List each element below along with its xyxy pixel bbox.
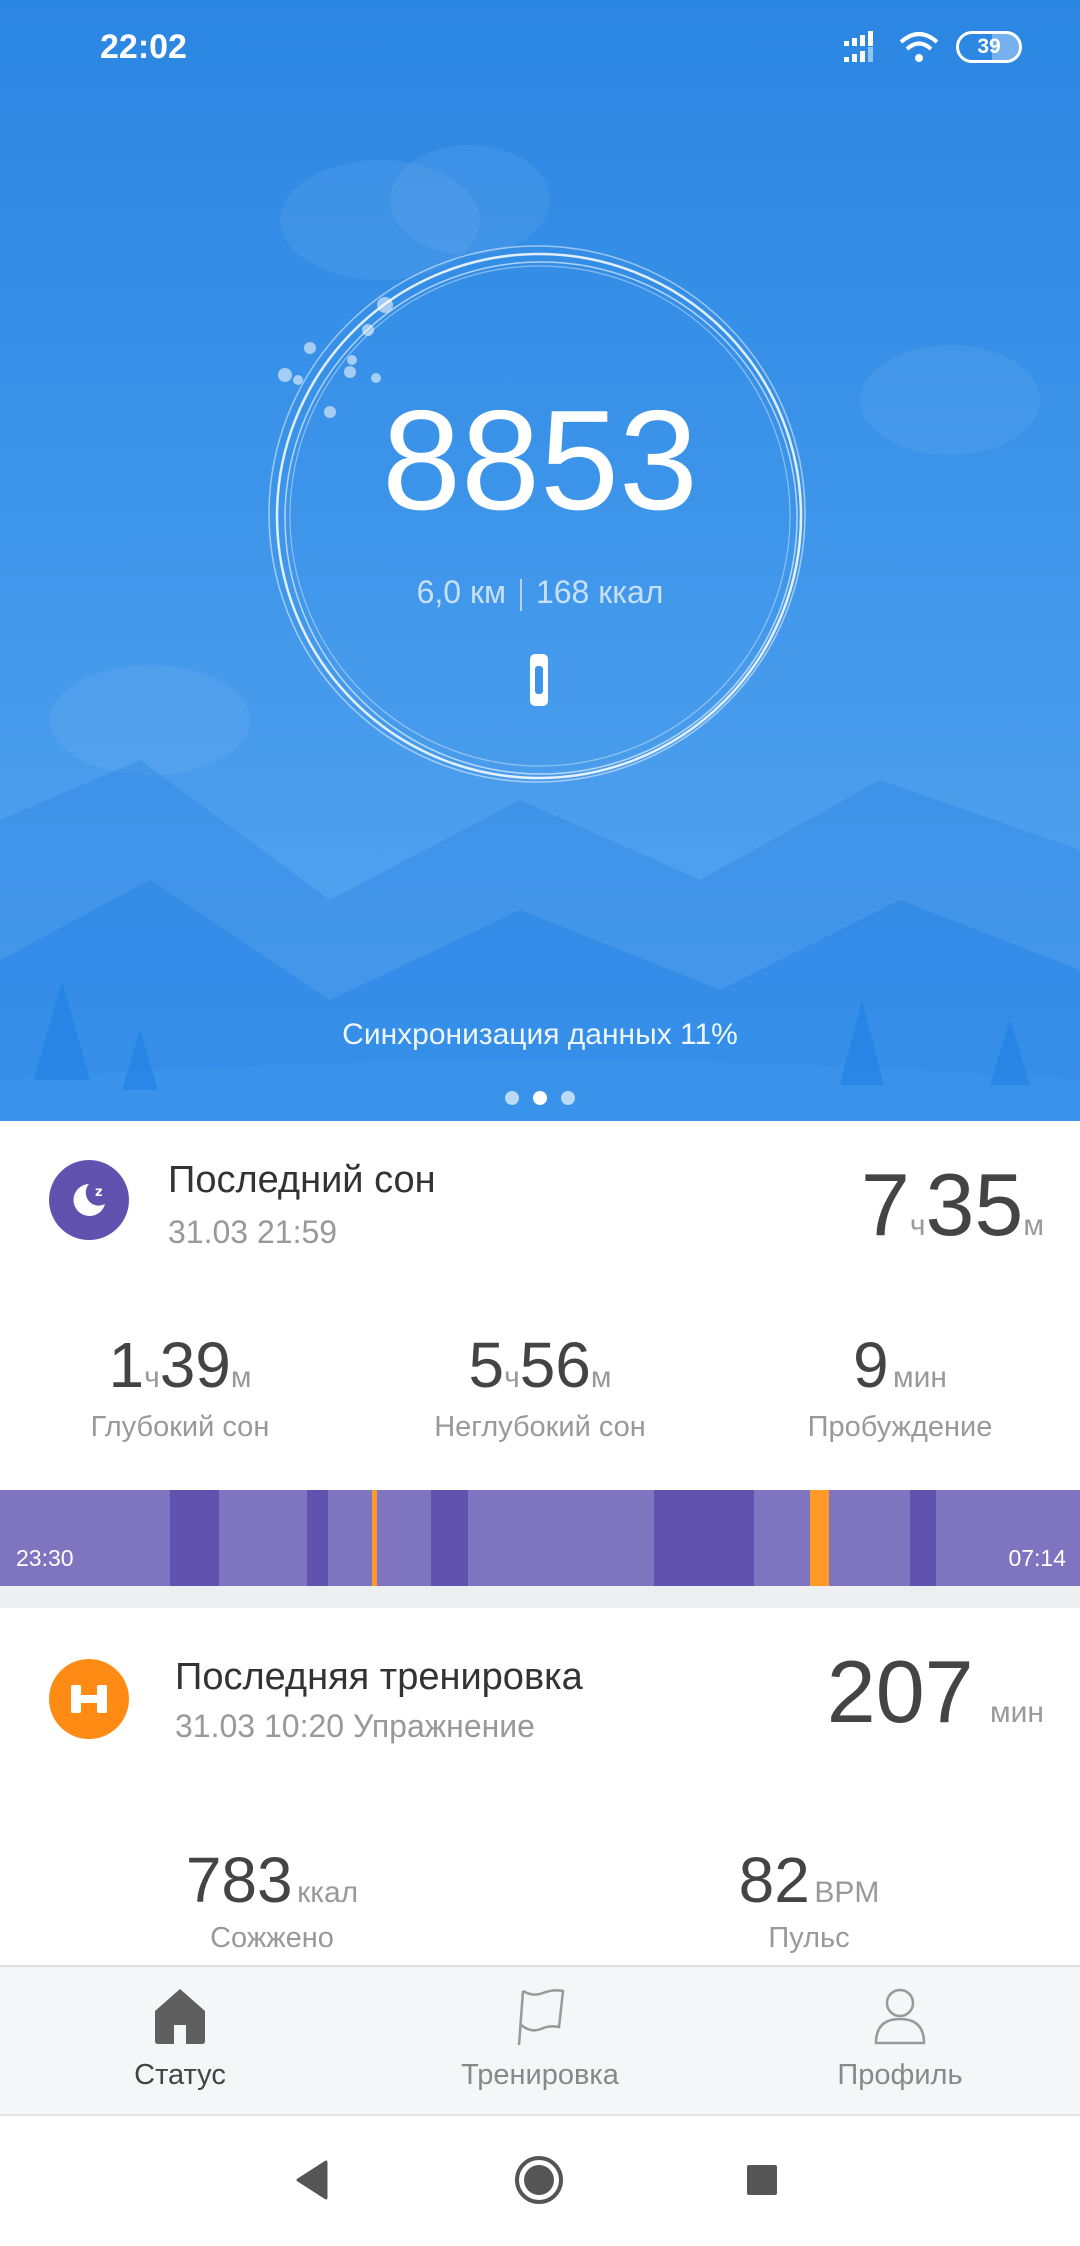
step-count: 8853	[382, 381, 698, 540]
flag-icon	[517, 1989, 565, 2045]
label: Пульс	[768, 1922, 850, 1954]
value: 5	[468, 1329, 505, 1401]
calories: 168 ккал	[535, 574, 664, 610]
value: 56	[519, 1329, 591, 1401]
workout-subtitle: 31.03 10:20 Упражнение	[175, 1708, 535, 1744]
light-sleep-stat: 5ч56м Неглубокий сон	[360, 1333, 720, 1444]
section-divider	[0, 1586, 1080, 1608]
hours-value: 7	[860, 1155, 910, 1254]
status-time: 22:02	[100, 28, 187, 66]
home-button-icon[interactable]	[514, 2155, 564, 2205]
page-dot[interactable]	[561, 1091, 575, 1105]
step-goal-ring	[268, 245, 806, 783]
unit: ч	[144, 1361, 160, 1394]
sleep-moon-icon: z	[49, 1160, 129, 1240]
divider	[519, 578, 522, 611]
hero-landscape	[0, 145, 1080, 1121]
unit: м	[230, 1361, 252, 1394]
hours-unit: ч	[909, 1209, 926, 1242]
sleep-timeline[interactable]: 23:30 07:14	[0, 1490, 1080, 1586]
unit: BPM	[814, 1876, 880, 1909]
label: Сожжено	[210, 1922, 334, 1954]
sleep-segment-awake	[810, 1490, 829, 1586]
timeline-start: 23:30	[16, 1545, 74, 1571]
duration-unit: мин	[990, 1696, 1044, 1729]
value: 39	[159, 1329, 231, 1401]
sleep-segment-deep	[654, 1490, 755, 1586]
page-dot-active[interactable]	[533, 1091, 547, 1105]
distance: 6,0 км	[416, 574, 506, 610]
fitness-band-icon	[530, 654, 548, 706]
sleep-segment-awake	[372, 1490, 378, 1586]
sleep-segment-deep	[430, 1490, 468, 1586]
minutes-unit: м	[1023, 1209, 1044, 1242]
duration-value: 207	[826, 1642, 974, 1741]
page-dot[interactable]	[505, 1091, 519, 1105]
sleep-title: Последний сон	[168, 1159, 436, 1201]
bottom-nav: Статус Тренировка Профиль	[0, 1965, 1080, 2116]
tab-profile[interactable]: Профиль	[720, 1967, 1080, 2114]
system-nav-bar	[0, 2116, 1080, 2246]
minutes-value: 35	[925, 1155, 1024, 1254]
sleep-date: 31.03 21:59	[168, 1214, 338, 1250]
label: Пробуждение	[807, 1411, 993, 1443]
sync-status: Синхронизация данных 11%	[342, 1018, 738, 1051]
value: 783	[185, 1844, 293, 1916]
unit: ч	[504, 1361, 520, 1394]
status-icons: 39	[844, 30, 1022, 64]
sleep-segment-deep	[307, 1490, 329, 1586]
battery-icon: 39	[956, 31, 1022, 63]
sleep-card[interactable]: z Последний сон 31.03 21:59 7ч35м 1ч39м …	[0, 1121, 1080, 1490]
tab-label: Профиль	[837, 2059, 963, 2091]
workout-card[interactable]: Последняя тренировка 31.03 10:20 Упражне…	[0, 1608, 1080, 1965]
value: 82	[738, 1844, 810, 1916]
wifi-icon	[899, 32, 939, 62]
recents-icon[interactable]	[746, 2164, 778, 2196]
steps-hero[interactable]: 22:02 39 8853 6,0 км 168 ккал Синхронизац…	[0, 0, 1080, 1121]
home-icon	[155, 1989, 205, 2044]
ring-sparkles	[278, 297, 393, 418]
hero-substats: 6,0 км 168 ккал	[0, 574, 1080, 611]
workout-title: Последняя тренировка	[175, 1656, 583, 1698]
sleep-segment-deep	[910, 1490, 936, 1586]
dumbbell-icon	[49, 1659, 129, 1739]
deep-sleep-stat: 1ч39м Глубокий сон	[0, 1333, 360, 1444]
sleep-segment-deep	[169, 1490, 219, 1586]
label: Глубокий сон	[90, 1411, 270, 1443]
sleep-total: 7ч35м	[861, 1161, 1044, 1249]
unit: ккал	[297, 1876, 359, 1909]
workout-duration: 207 мин	[827, 1648, 1044, 1736]
tab-label: Тренировка	[461, 2059, 619, 2091]
unit: мин	[893, 1361, 947, 1394]
signal-icon	[844, 31, 873, 62]
label: Неглубокий сон	[434, 1411, 646, 1443]
unit: м	[590, 1361, 612, 1394]
value: 9	[853, 1329, 889, 1401]
tab-status[interactable]: Статус	[0, 1967, 360, 2114]
svg-text:z: z	[95, 1185, 103, 1200]
page-indicator[interactable]	[0, 1091, 1080, 1105]
awake-stat: 9 мин Пробуждение	[720, 1333, 1080, 1444]
tab-workout[interactable]: Тренировка	[360, 1967, 720, 2114]
heart-rate-stat: 82 BPM Пульс	[629, 1848, 989, 1955]
cloud-icon	[50, 145, 1040, 775]
timeline-end: 07:14	[1008, 1545, 1066, 1571]
back-icon[interactable]	[294, 2160, 328, 2200]
person-icon	[874, 1988, 926, 2045]
value: 1	[108, 1329, 145, 1401]
tab-label: Статус	[134, 2059, 226, 2091]
calories-burned-stat: 783 ккал Сожжено	[92, 1848, 452, 1955]
